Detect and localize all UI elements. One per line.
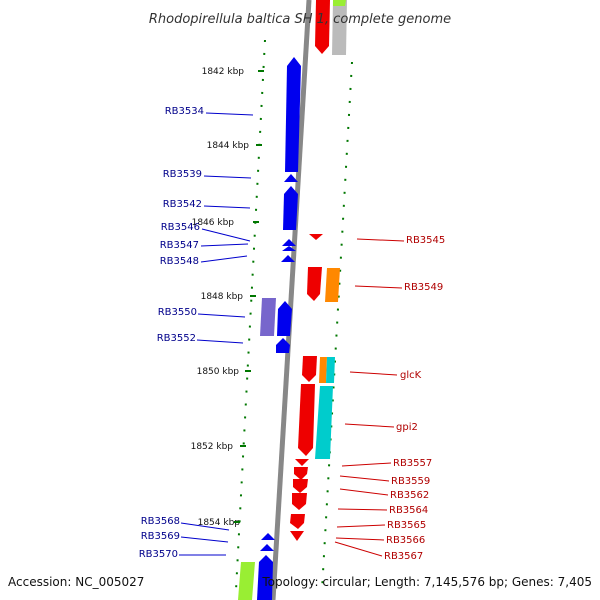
kbp-tick-label: 1852 kbp [191, 442, 234, 452]
gene-label-line [344, 423, 395, 428]
gene-rb3557 [295, 459, 309, 466]
gene-rb3545 [309, 234, 323, 240]
gene-rb3549 [307, 267, 322, 301]
gene-label-rb3557: RB3557 [393, 458, 432, 469]
gene-orange-2 [319, 357, 327, 383]
gene-rb3552b [276, 338, 290, 353]
gene-rb3565 [290, 514, 305, 529]
gene-label-rb3559: RB3559 [391, 476, 430, 487]
gene-rb3568 [261, 533, 275, 540]
kbp-tick-label: 1842 kbp [202, 67, 245, 77]
gene-cyan-2 [315, 386, 333, 459]
left-gene-labels: RB3534 RB3539 RB3542 RB3546 RB3547 RB3548 RB35… [139, 106, 254, 560]
kbp-ticks: 1842 kbp 1844 kbp 1846 kbp 1848 kbp 1850 kbp… [191, 67, 264, 528]
gene-label-line [200, 255, 248, 263]
gene-rb3562 [293, 479, 308, 493]
gene-label-rb3569: RB3569 [141, 531, 180, 542]
gene-label-line [339, 488, 389, 496]
gene-rb3567 [290, 531, 304, 541]
gene-label-line [196, 339, 244, 344]
map-title: Rhodopirellula baltica SH 1, complete ge… [149, 12, 451, 27]
minus-strand-genes [290, 0, 330, 541]
gene-label-rb3550: RB3550 [158, 307, 197, 318]
gene-rb3552 [277, 301, 292, 336]
gene-label-line [339, 475, 390, 482]
gene-label-rb3567: RB3567 [384, 551, 423, 562]
gene-rb3550 [260, 298, 276, 336]
gene-lime-bottom [238, 562, 255, 600]
gene-label-rb3570: RB3570 [139, 549, 178, 560]
gene-label-rb3546: RB3546 [161, 222, 200, 233]
gene-label-rb3549: RB3549 [404, 282, 443, 293]
gene-label-line [205, 112, 254, 116]
outer-tick-track [321, 61, 353, 591]
accession-text: Accession: NC_005027 [8, 575, 144, 589]
gene-gpi2 [298, 384, 315, 456]
gene-label-line [180, 522, 230, 531]
gene-rb3534 [285, 57, 301, 172]
gene-label-rb3566: RB3566 [386, 535, 425, 546]
gene-top-red [315, 0, 330, 54]
gene-label-line [201, 228, 251, 242]
plus-strand-genes [257, 57, 301, 600]
kbp-tick-label: 1848 kbp [201, 292, 244, 302]
gene-cyan-1 [326, 357, 335, 383]
gene-label-rb3545: RB3545 [406, 235, 445, 246]
gene-rb3547 [282, 246, 296, 251]
gene-label-glck: glcK [400, 370, 422, 381]
gene-rb3564 [292, 493, 307, 510]
gene-rb3559 [294, 467, 308, 480]
gene-rb3570 [257, 555, 273, 600]
gene-label-line [341, 462, 392, 467]
gene-label-line [203, 205, 251, 209]
gene-label-line [349, 371, 398, 376]
gene-label-rb3534: RB3534 [165, 106, 204, 117]
inner-tick-track [235, 39, 266, 591]
gene-rb3539 [284, 174, 298, 182]
gene-label-line [197, 313, 246, 318]
gene-label-line [354, 285, 403, 289]
gene-label-line [356, 238, 405, 242]
gene-glck [302, 356, 317, 382]
gene-label-rb3552: RB3552 [157, 333, 196, 344]
gene-rb3548 [281, 255, 295, 262]
gene-label-line [335, 537, 385, 541]
tick-tracks [235, 39, 353, 591]
gene-label-line [200, 243, 249, 247]
gene-label-line [337, 508, 388, 511]
gene-label-gpi2: gpi2 [396, 422, 418, 433]
gene-label-line [334, 541, 383, 557]
right-gene-labels: RB3545 RB3549 glcK gpi2 RB3557 RB3559 RB3562 RB… [334, 235, 445, 562]
gene-label-rb3562: RB3562 [390, 490, 429, 501]
kbp-tick-label: 1844 kbp [207, 141, 250, 151]
gene-label-rb3542: RB3542 [163, 199, 202, 210]
gene-rb3569 [260, 544, 274, 551]
kbp-tick-label: 1846 kbp [192, 218, 235, 228]
gene-label-line [336, 524, 386, 528]
topology-text: Topology: circular; Length: 7,145,576 bp… [261, 575, 592, 589]
gene-rb3546 [282, 239, 296, 246]
gene-label-line [180, 536, 229, 543]
gene-label-rb3539: RB3539 [163, 169, 202, 180]
gene-rb3542 [283, 186, 298, 230]
genome-backbone [270, 0, 312, 600]
kbp-tick-label: 1850 kbp [197, 367, 240, 377]
gene-lime-top [333, 0, 346, 6]
gene-orange-1 [325, 268, 340, 302]
kbp-tick-label: 1854 kbp [198, 518, 241, 528]
gene-label-rb3547: RB3547 [160, 240, 199, 251]
gene-label-rb3564: RB3564 [389, 505, 428, 516]
gene-label-rb3568: RB3568 [141, 516, 180, 527]
gene-label-line [203, 175, 252, 179]
gene-label-rb3548: RB3548 [160, 256, 199, 267]
gene-label-rb3565: RB3565 [387, 520, 426, 531]
gene-grey-top [332, 0, 347, 55]
